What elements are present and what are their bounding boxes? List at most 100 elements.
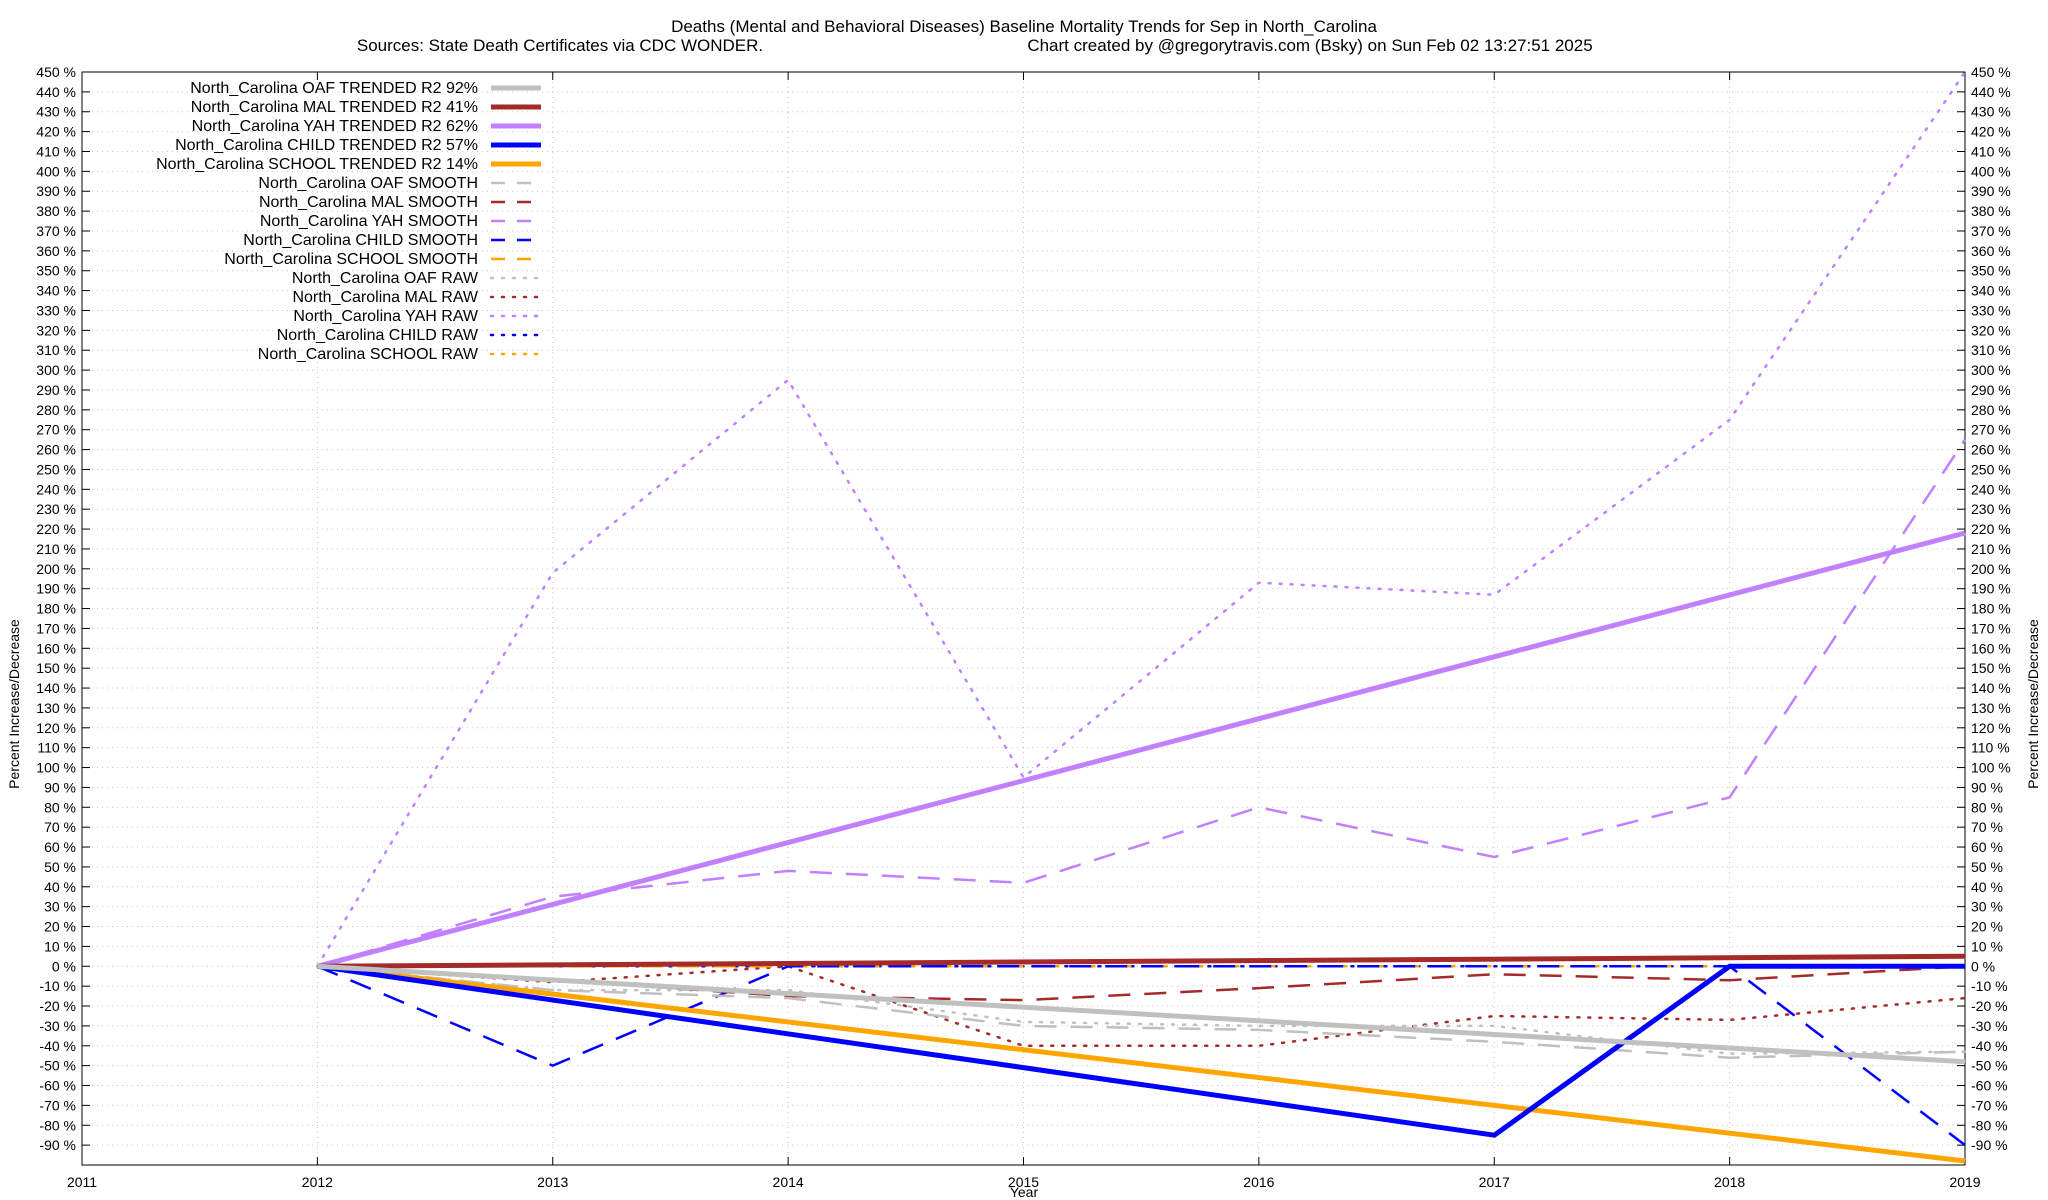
legend-label: North_Carolina OAF TRENDED R2 92% xyxy=(190,80,478,97)
series-line-dotted-10 xyxy=(316,965,1967,1055)
legend-label: North_Carolina CHILD TRENDED R2 57% xyxy=(175,137,478,154)
axes: 450 % 450 % 440 % 440 % 430 % 430 % 420 % 420 %… xyxy=(36,64,2010,1190)
grid xyxy=(82,72,1965,1165)
series-line-dashed-7 xyxy=(317,438,1967,968)
series-line-solid-2 xyxy=(316,530,1966,969)
series-line-dashed-5 xyxy=(317,965,1966,1059)
y-tick-label-right: 400 % xyxy=(1971,163,2011,179)
x-tick-label: 2012 xyxy=(302,1174,333,1190)
y-tick-label-right: 170 % xyxy=(1971,620,2011,636)
y-axis-label-right: Percent Increase/Decrease xyxy=(2025,619,2041,789)
y-tick-label-right: 350 % xyxy=(1971,263,2011,279)
y-tick-label-left: 220 % xyxy=(36,521,76,537)
y-tick-label-left: -50 % xyxy=(39,1058,76,1074)
y-tick-label-left: 400 % xyxy=(36,163,76,179)
series-line-dotted-11 xyxy=(316,965,1967,1048)
y-tick-label-right: 360 % xyxy=(1971,243,2011,259)
y-tick-label-left: 20 % xyxy=(44,919,76,935)
y-tick-label-left: 290 % xyxy=(36,382,76,398)
plot-frame xyxy=(81,71,1966,1166)
y-tick-label-left: 80 % xyxy=(44,799,76,815)
chart-subtitle-sources: Sources: State Death Certificates via CD… xyxy=(357,36,763,55)
y-tick-label-left: -10 % xyxy=(39,978,76,994)
y-tick-label-right: 330 % xyxy=(1971,302,2011,318)
y-tick-label-right: 180 % xyxy=(1971,601,2011,617)
y-tick-label-left: -70 % xyxy=(39,1097,76,1113)
y-tick-label-right: 270 % xyxy=(1971,422,2011,438)
y-tick-label-right: 210 % xyxy=(1971,541,2011,557)
y-tick-label-right: 340 % xyxy=(1971,283,2011,299)
y-tick-label-right: 370 % xyxy=(1971,223,2011,239)
legend-label: North_Carolina SCHOOL SMOOTH xyxy=(224,251,478,268)
y-tick-label-left: 60 % xyxy=(44,839,76,855)
x-tick-label: 2014 xyxy=(773,1174,804,1190)
y-tick-label-right: 40 % xyxy=(1971,879,2003,895)
y-tick-label-left: 90 % xyxy=(44,779,76,795)
y-tick-label-right: 290 % xyxy=(1971,382,2011,398)
y-tick-label-left: 280 % xyxy=(36,402,76,418)
legend-label: North_Carolina CHILD RAW xyxy=(277,327,479,344)
series-line-dotted-12 xyxy=(316,70,1967,968)
y-tick-label-right: 450 % xyxy=(1971,64,2011,80)
y-axis-label-left: Percent Increase/Decrease xyxy=(6,619,22,789)
series-line-solid-1 xyxy=(317,953,1966,969)
y-tick-label-left: 200 % xyxy=(36,561,76,577)
y-tick-label-left: 240 % xyxy=(36,481,76,497)
series-line-solid-0 xyxy=(317,963,1966,1065)
legend-label: North_Carolina MAL SMOOTH xyxy=(259,194,478,211)
y-tick-label-left: -20 % xyxy=(39,998,76,1014)
y-tick-label-right: 250 % xyxy=(1971,461,2011,477)
y-tick-label-right: 220 % xyxy=(1971,521,2011,537)
y-tick-label-right: 280 % xyxy=(1971,402,2011,418)
y-tick-label-left: 350 % xyxy=(36,263,76,279)
y-tick-label-right: 390 % xyxy=(1971,183,2011,199)
chart-title: Deaths (Mental and Behavioral Diseases) … xyxy=(671,17,1377,36)
y-tick-label-right: 130 % xyxy=(1971,700,2011,716)
y-tick-label-left: 410 % xyxy=(36,143,76,159)
y-tick-label-left: 360 % xyxy=(36,243,76,259)
y-tick-label-right: 320 % xyxy=(1971,322,2011,338)
y-tick-label-right: 0 % xyxy=(1971,958,1995,974)
y-tick-label-left: 130 % xyxy=(36,700,76,716)
y-tick-label-left: 370 % xyxy=(36,223,76,239)
y-tick-label-right: -60 % xyxy=(1971,1078,2008,1094)
y-tick-label-left: 160 % xyxy=(36,640,76,656)
y-tick-label-right: 150 % xyxy=(1971,660,2011,676)
chart-subtitle-credit: Chart created by @gregorytravis.com (Bsk… xyxy=(1027,36,1592,55)
y-tick-label-right: 80 % xyxy=(1971,799,2003,815)
y-tick-label-right: 10 % xyxy=(1971,938,2003,954)
y-tick-label-left: 180 % xyxy=(36,601,76,617)
y-tick-label-left: 170 % xyxy=(36,620,76,636)
y-tick-label-left: -40 % xyxy=(39,1038,76,1054)
y-tick-label-right: 230 % xyxy=(1971,501,2011,517)
y-tick-label-left: 50 % xyxy=(44,859,76,875)
y-tick-label-right: -40 % xyxy=(1971,1038,2008,1054)
y-tick-label-left: 250 % xyxy=(36,461,76,477)
legend: North_Carolina OAF TRENDED R2 92% North_C… xyxy=(156,80,543,363)
y-tick-label-left: 420 % xyxy=(36,124,76,140)
y-tick-label-left: 330 % xyxy=(36,302,76,318)
legend-label: North_Carolina MAL RAW xyxy=(292,289,478,306)
legend-label: North_Carolina YAH RAW xyxy=(293,308,479,325)
x-axis-label: Year xyxy=(1010,1184,1039,1200)
series-line-solid-3 xyxy=(317,963,1965,1138)
y-tick-label-left: 100 % xyxy=(36,760,76,776)
y-tick-label-right: 160 % xyxy=(1971,640,2011,656)
y-tick-label-left: 300 % xyxy=(36,362,76,378)
y-tick-label-left: 140 % xyxy=(36,680,76,696)
x-tick-label: 2019 xyxy=(1949,1174,1980,1190)
series-line-solid-4 xyxy=(317,963,1966,1164)
y-tick-label-left: 30 % xyxy=(44,899,76,915)
x-tick-label: 2013 xyxy=(537,1174,568,1190)
x-tick-label: 2018 xyxy=(1714,1174,1745,1190)
y-tick-label-left: -90 % xyxy=(39,1137,76,1153)
y-tick-label-left: 70 % xyxy=(44,819,76,835)
y-tick-label-right: 20 % xyxy=(1971,919,2003,935)
y-tick-label-right: 100 % xyxy=(1971,760,2011,776)
y-tick-label-left: -60 % xyxy=(39,1078,76,1094)
y-tick-label-right: -90 % xyxy=(1971,1137,2008,1153)
y-tick-label-right: 120 % xyxy=(1971,720,2011,736)
y-tick-label-left: -80 % xyxy=(39,1117,76,1133)
y-tick-label-right: 70 % xyxy=(1971,819,2003,835)
